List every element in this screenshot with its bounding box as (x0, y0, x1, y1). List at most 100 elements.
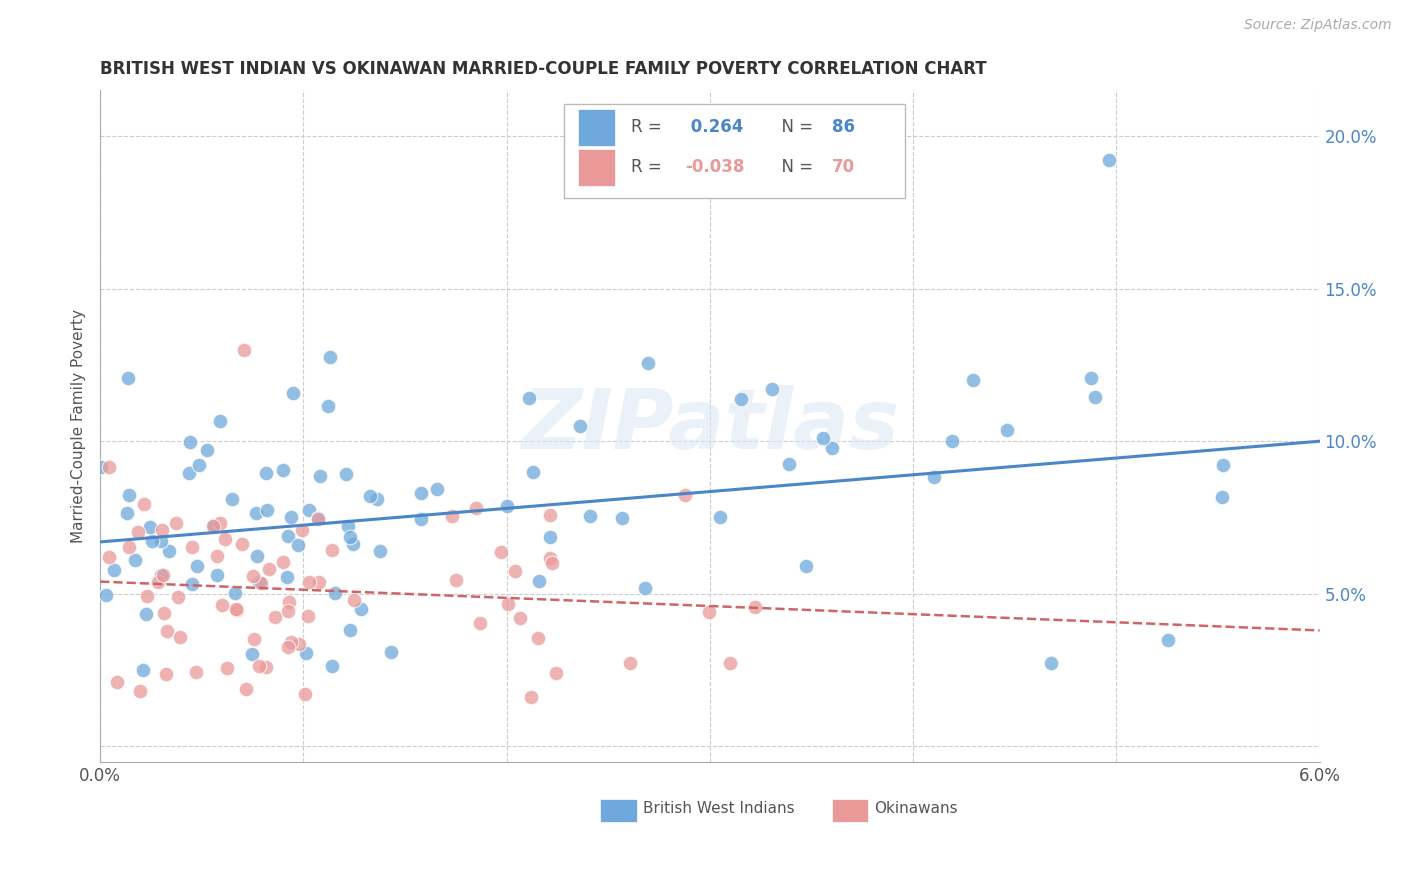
Point (709, 509, 731, 524)
Point (124, 553, 146, 567)
Point (201, 519, 224, 533)
Point (149, 534, 172, 549)
Point (280, 635, 302, 649)
Point (298, 575, 321, 590)
Point (117, 371, 139, 385)
Text: British West Indians: British West Indians (643, 801, 794, 816)
Point (612, 511, 634, 525)
Point (179, 434, 201, 449)
Text: N =: N = (770, 159, 818, 177)
Point (323, 585, 346, 599)
Point (339, 623, 361, 637)
Text: Source: ZipAtlas.com: Source: ZipAtlas.com (1244, 18, 1392, 32)
Text: Okinawans: Okinawans (875, 801, 957, 816)
Point (207, 568, 229, 582)
Point (359, 490, 381, 504)
Point (307, 511, 329, 525)
Point (350, 602, 373, 616)
Point (813, 431, 835, 445)
Point (697, 605, 720, 619)
Point (335, 467, 357, 482)
Point (273, 555, 295, 569)
Point (522, 465, 544, 479)
Point (214, 533, 236, 547)
Point (153, 607, 176, 621)
Point (211, 598, 233, 612)
Point (309, 469, 332, 483)
Point (224, 586, 246, 600)
Point (136, 589, 159, 603)
Point (186, 558, 208, 573)
Point (546, 666, 568, 681)
Point (440, 509, 463, 524)
Point (496, 597, 519, 611)
Point (240, 647, 263, 661)
Point (215, 661, 238, 675)
Point (409, 511, 432, 525)
Point (243, 632, 266, 647)
Point (232, 343, 254, 357)
Point (132, 497, 155, 511)
Point (527, 632, 550, 646)
Point (298, 503, 321, 517)
Point (181, 541, 204, 555)
Point (208, 414, 231, 428)
Point (242, 568, 264, 582)
Point (294, 646, 316, 660)
Point (568, 419, 591, 434)
Text: 70: 70 (832, 159, 855, 177)
FancyBboxPatch shape (564, 103, 905, 198)
Point (117, 540, 139, 554)
Point (186, 665, 208, 679)
Point (188, 458, 211, 472)
Point (730, 392, 752, 406)
Point (152, 568, 174, 582)
Point (426, 482, 449, 496)
Point (247, 658, 270, 673)
Point (319, 351, 342, 365)
Point (169, 630, 191, 644)
Point (245, 549, 267, 563)
Point (1098, 153, 1121, 168)
Point (1212, 458, 1234, 472)
Point (1083, 390, 1105, 404)
Point (634, 581, 657, 595)
Point (254, 466, 277, 480)
Point (128, 684, 150, 698)
Point (165, 516, 187, 530)
Point (796, 558, 818, 573)
Point (820, 442, 842, 456)
Point (277, 604, 299, 618)
Point (231, 537, 253, 551)
Point (117, 488, 139, 502)
Text: 86: 86 (832, 119, 855, 136)
Point (1157, 632, 1180, 647)
Point (290, 523, 312, 537)
Point (245, 506, 267, 520)
Point (778, 457, 800, 471)
Point (257, 561, 280, 575)
Point (287, 538, 309, 552)
Y-axis label: Married-Couple Family Poverty: Married-Couple Family Poverty (72, 309, 86, 543)
Point (155, 624, 177, 639)
Point (256, 503, 278, 517)
Point (579, 509, 602, 524)
Text: -0.038: -0.038 (686, 159, 745, 177)
Point (141, 533, 163, 548)
Text: BRITISH WEST INDIAN VS OKINAWAN MARRIED-COUPLE FAMILY POVERTY CORRELATION CHART: BRITISH WEST INDIAN VS OKINAWAN MARRIED-… (100, 60, 987, 78)
Point (277, 640, 299, 655)
Point (540, 556, 562, 570)
Point (155, 666, 177, 681)
FancyBboxPatch shape (578, 149, 614, 186)
Point (411, 486, 433, 500)
Text: R =: R = (630, 119, 666, 136)
Text: 0.264: 0.264 (686, 119, 744, 136)
Point (517, 391, 540, 405)
Point (718, 657, 741, 671)
Text: N =: N = (770, 119, 818, 136)
Point (509, 611, 531, 625)
Point (221, 492, 243, 507)
Point (520, 690, 543, 704)
Point (225, 601, 247, 615)
Point (321, 542, 343, 557)
